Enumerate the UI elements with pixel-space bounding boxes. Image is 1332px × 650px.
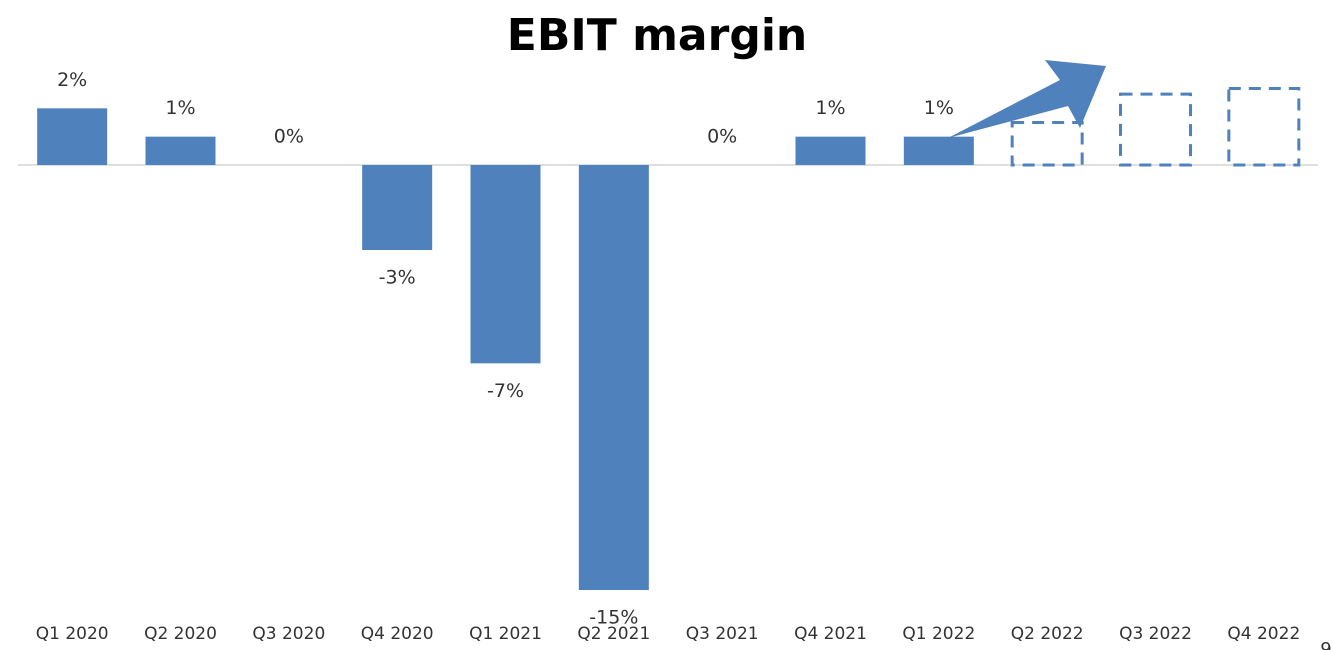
value-label: -15% [589, 607, 638, 629]
x-tick-label: Q3 2022 [1119, 624, 1192, 644]
bar [362, 165, 433, 250]
forecast-bar [1119, 92, 1192, 167]
trend-arrow [948, 60, 1106, 138]
value-label: 2% [57, 69, 87, 91]
x-tick-label: Q2 2022 [1011, 624, 1084, 644]
value-label: 1% [815, 97, 845, 119]
value-label: 1% [924, 97, 954, 119]
bar [37, 108, 108, 165]
x-tick-label: Q2 2020 [144, 624, 217, 644]
x-tick-label: Q4 2020 [361, 624, 434, 644]
bar [903, 136, 974, 165]
x-tick-label: Q4 2022 [1227, 624, 1300, 644]
x-tick-label: Q2 2021 [577, 624, 650, 644]
forecast-bar [1010, 121, 1084, 167]
bar [578, 165, 649, 590]
bar [145, 136, 216, 165]
value-label: -7% [487, 380, 524, 402]
bar [470, 165, 541, 364]
x-tick-label: Q4 2021 [794, 624, 867, 644]
bar [795, 136, 866, 165]
chart-title: EBIT margin [507, 10, 807, 61]
x-tick-label: Q1 2020 [36, 624, 109, 644]
x-tick-label: Q1 2022 [902, 624, 975, 644]
value-label: -3% [379, 267, 416, 289]
x-tick-label: Q1 2021 [469, 624, 542, 644]
forecast-bar [1227, 87, 1301, 167]
value-label: 1% [165, 97, 195, 119]
page-number: 9 [1320, 639, 1331, 650]
value-label: 0% [707, 126, 737, 148]
value-label: 0% [274, 126, 304, 148]
x-tick-label: Q3 2020 [252, 624, 325, 644]
x-tick-label: Q3 2021 [686, 624, 759, 644]
